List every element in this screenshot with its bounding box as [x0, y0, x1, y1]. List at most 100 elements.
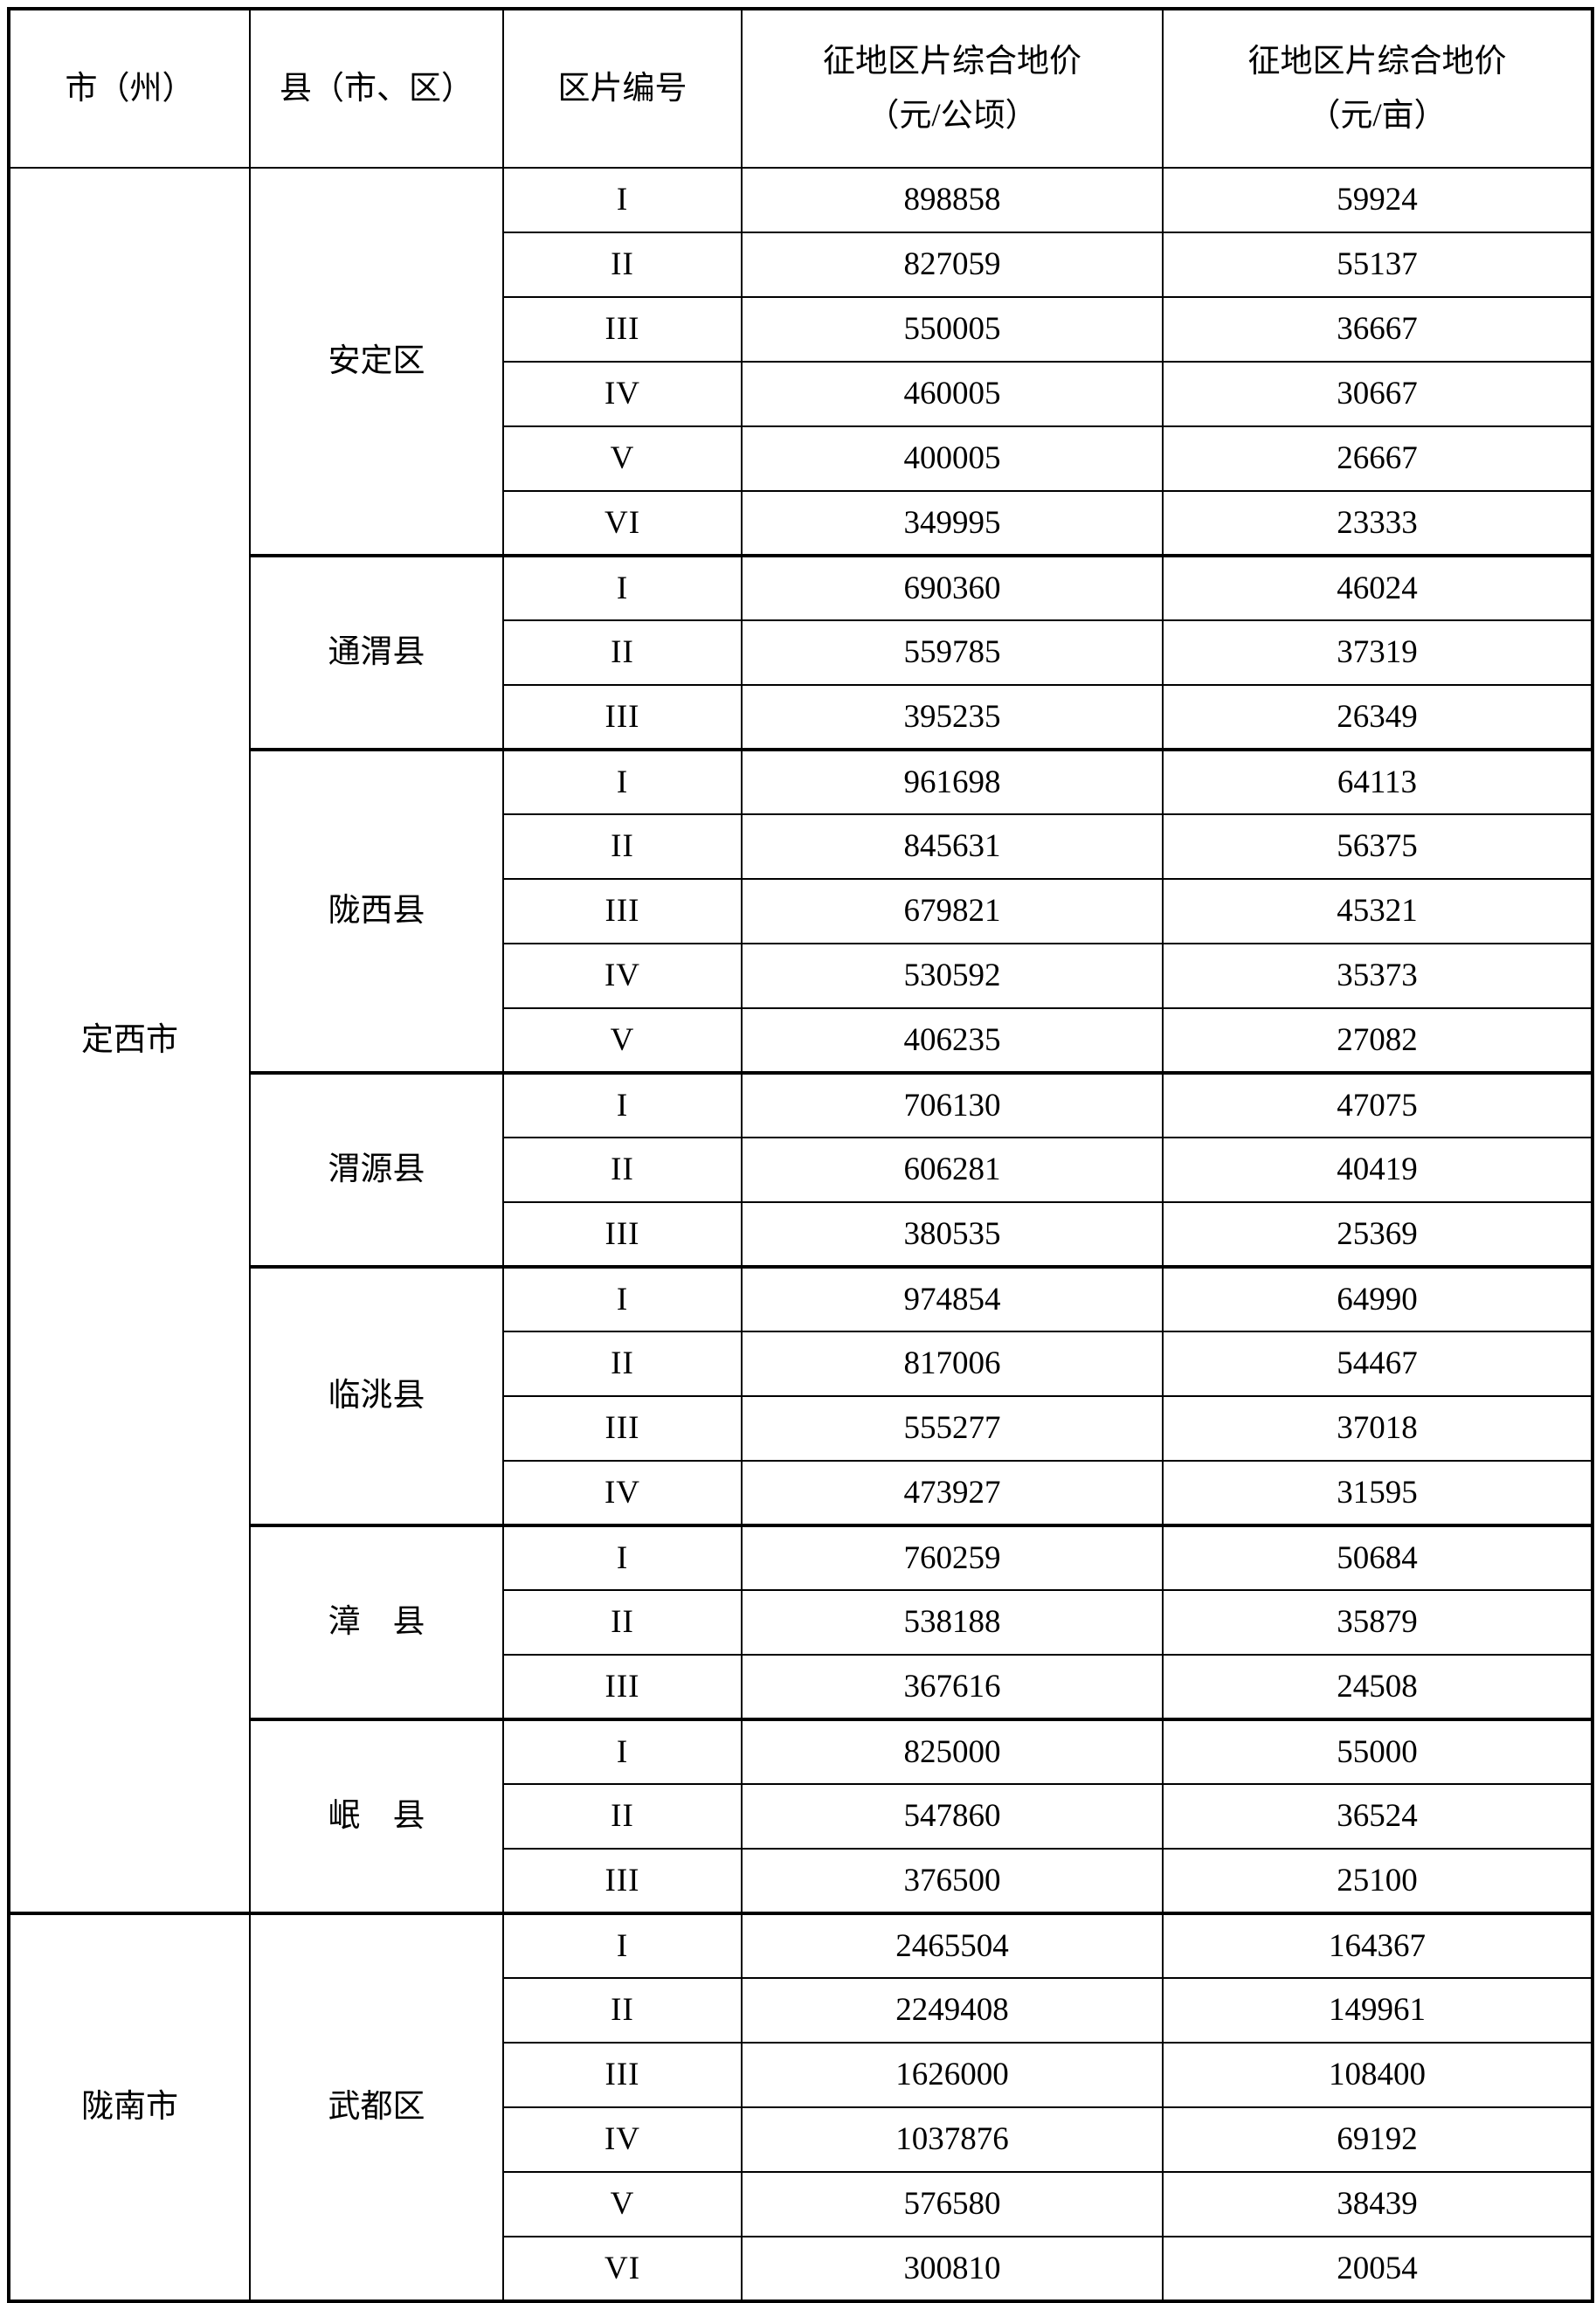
table-row: III 555277 37018: [9, 1395, 1593, 1462]
table-row: IV 1037876 69192: [9, 2106, 1593, 2173]
header-city-label: 市（州）: [65, 70, 195, 107]
price-mu-cell: 30667: [1162, 361, 1593, 427]
table-row: 陇南市 武都区 I 2465504 164367: [8, 1912, 1593, 2303]
table-row: II 559785 37319: [9, 619, 1593, 686]
table-row: 临洮县 I 974854 64990: [9, 1266, 1593, 1527]
header-price-per-hectare-title: 征地区片综合地价: [823, 44, 1081, 80]
table-row: 漳 县 I 760259 50684: [9, 1525, 1593, 1721]
zone-number-cell: IV: [502, 943, 743, 1009]
zone-number-cell: II: [502, 1783, 743, 1850]
zone-number-cell: V: [502, 2171, 743, 2237]
price-hectare-cell: 460005: [741, 361, 1164, 427]
zone-number-cell: II: [502, 232, 743, 298]
header-city: 市（州）: [8, 8, 251, 169]
zone-number-cell: I: [502, 1072, 743, 1138]
price-hectare-cell: 2465504: [741, 1912, 1164, 1979]
table-header-row: 市（州） 县（市、区） 区片编号 征地区片综合地价 （元/公顷） 征地区片综合地…: [8, 8, 1593, 169]
price-hectare-cell: 679821: [741, 878, 1164, 944]
table-row: II 845631 56375: [9, 813, 1593, 880]
price-mu-cell: 149961: [1162, 1977, 1593, 2044]
price-hectare-cell: 400005: [741, 425, 1164, 492]
price-mu-cell: 164367: [1162, 1912, 1593, 1979]
zone-number-cell: II: [502, 1137, 743, 1203]
header-price-per-hectare: 征地区片综合地价 （元/公顷）: [741, 8, 1164, 169]
table-row: II 827059 55137: [9, 232, 1593, 298]
price-mu-cell: 25100: [1162, 1848, 1593, 1915]
zone-number-cell: III: [502, 878, 743, 944]
zone-number-cell: V: [502, 425, 743, 492]
price-mu-cell: 40419: [1162, 1137, 1593, 1203]
price-mu-cell: 25369: [1162, 1201, 1593, 1269]
zone-number-cell: VI: [502, 490, 743, 557]
county-cell: 陇西县: [249, 749, 504, 1075]
price-mu-cell: 20054: [1162, 2236, 1593, 2303]
price-hectare-cell: 576580: [741, 2171, 1164, 2237]
price-mu-cell: 26349: [1162, 684, 1593, 751]
price-mu-cell: 36667: [1162, 296, 1593, 363]
table-row: II 538188 35879: [9, 1589, 1593, 1656]
zone-number-cell: I: [502, 1719, 743, 1785]
table-row: IV 530592 35373: [9, 943, 1593, 1009]
header-county-label: 县（市、区）: [280, 70, 473, 107]
zone-number-cell: IV: [502, 2106, 743, 2173]
price-mu-cell: 23333: [1162, 490, 1593, 557]
zone-number-cell: III: [502, 1395, 743, 1462]
header-price-per-mu-title: 征地区片综合地价: [1247, 44, 1507, 80]
price-mu-cell: 47075: [1162, 1072, 1593, 1138]
price-hectare-cell: 530592: [741, 943, 1164, 1009]
zone-number-cell: I: [502, 1266, 743, 1332]
zone-number-cell: III: [502, 1848, 743, 1915]
header-price-per-mu: 征地区片综合地价 （元/亩）: [1162, 8, 1593, 169]
zone-number-cell: I: [502, 749, 743, 815]
table-row: III 395235 26349: [9, 684, 1593, 751]
table-row: 陇西县 I 961698 64113: [9, 749, 1593, 1075]
price-mu-cell: 37018: [1162, 1395, 1593, 1462]
price-hectare-cell: 825000: [741, 1719, 1164, 1785]
table-row: II 547860 36524: [9, 1783, 1593, 1850]
city-cell: 定西市: [8, 167, 251, 1915]
zone-number-cell: III: [502, 296, 743, 363]
table-row: II 817006 54467: [9, 1331, 1593, 1397]
price-mu-cell: 35879: [1162, 1589, 1593, 1656]
price-mu-cell: 46024: [1162, 555, 1593, 621]
price-hectare-cell: 376500: [741, 1848, 1164, 1915]
table-row: V 576580 38439: [9, 2171, 1593, 2237]
price-hectare-cell: 974854: [741, 1266, 1164, 1332]
price-hectare-cell: 300810: [741, 2236, 1164, 2303]
price-hectare-cell: 349995: [741, 490, 1164, 557]
county-cell: 安定区: [249, 167, 504, 557]
county-cell: 通渭县: [249, 555, 504, 751]
price-hectare-cell: 606281: [741, 1137, 1164, 1203]
price-hectare-cell: 1037876: [741, 2106, 1164, 2173]
header-zone-number-label: 区片编号: [557, 70, 687, 107]
zone-number-cell: I: [502, 1912, 743, 1979]
price-mu-cell: 56375: [1162, 813, 1593, 880]
zone-number-cell: V: [502, 1007, 743, 1075]
price-hectare-cell: 898858: [741, 167, 1164, 233]
header-county: 县（市、区）: [249, 8, 504, 169]
table-row: V 406235 27082: [9, 1007, 1593, 1075]
table-row: III 1626000 108400: [9, 2042, 1593, 2108]
price-mu-cell: 55000: [1162, 1719, 1593, 1785]
table-row: III 550005 36667: [9, 296, 1593, 363]
table-row: IV 460005 30667: [9, 361, 1593, 427]
county-cell: 渭源县: [249, 1072, 504, 1269]
land-price-table: 市（州） 县（市、区） 区片编号 征地区片综合地价 （元/公顷） 征地区片综合地…: [7, 7, 1594, 2303]
zone-number-cell: I: [502, 1525, 743, 1591]
table-row: III 367616 24508: [9, 1654, 1593, 1721]
price-hectare-cell: 961698: [741, 749, 1164, 815]
price-mu-cell: 38439: [1162, 2171, 1593, 2237]
price-hectare-cell: 817006: [741, 1331, 1164, 1397]
table-row: V 400005 26667: [9, 425, 1593, 492]
price-mu-cell: 26667: [1162, 425, 1593, 492]
county-cell: 临洮县: [249, 1266, 504, 1527]
zone-number-cell: III: [502, 1201, 743, 1269]
price-mu-cell: 37319: [1162, 619, 1593, 686]
table-row: 渭源县 I 706130 47075: [9, 1072, 1593, 1269]
table-row: III 679821 45321: [9, 878, 1593, 944]
zone-number-cell: III: [502, 1654, 743, 1721]
price-mu-cell: 35373: [1162, 943, 1593, 1009]
header-price-per-hectare-unit: （元/公顷）: [867, 97, 1038, 134]
price-hectare-cell: 827059: [741, 232, 1164, 298]
zone-number-cell: III: [502, 2042, 743, 2108]
